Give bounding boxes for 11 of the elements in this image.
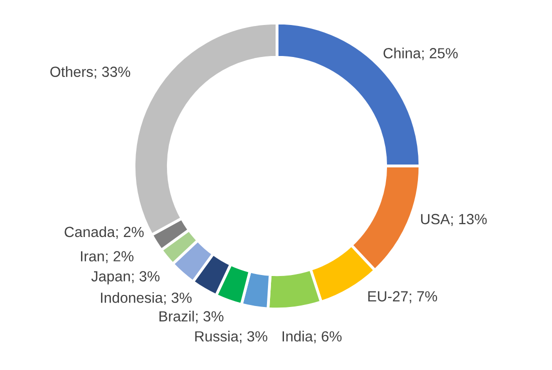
slice-label: Canada; 2%: [64, 226, 144, 239]
slice-label: Japan; 3%: [91, 271, 160, 284]
slice-label: Others; 33%: [50, 66, 130, 79]
slice-label: Russia; 3%: [195, 330, 268, 344]
slice-label: USA; 13%: [421, 214, 487, 226]
slice-label: Indonesia; 3%: [101, 292, 192, 305]
slice-label: Iran; 2%: [81, 251, 134, 264]
slice-label: EU-27; 7%: [368, 291, 438, 304]
slice-label: Brazil; 3%: [160, 310, 224, 324]
slice-label: China; 25%: [384, 48, 458, 60]
slice-label: India; 6%: [282, 330, 342, 344]
